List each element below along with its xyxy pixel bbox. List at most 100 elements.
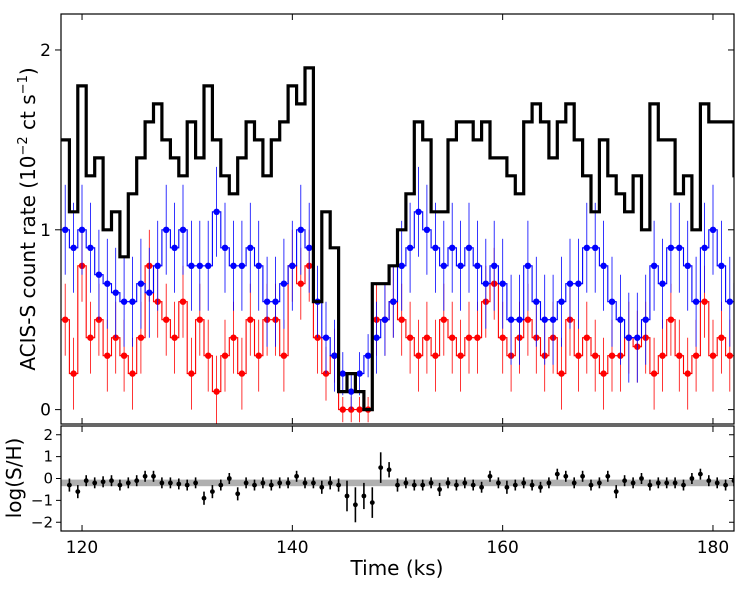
hardness-ratio-point (504, 484, 510, 490)
series-soft-point (549, 316, 557, 323)
hardness-ratio-point (210, 489, 215, 494)
series-soft-point (406, 244, 414, 251)
series-soft (61, 166, 741, 410)
hardness-ratio-point (83, 478, 89, 484)
series-hard-point (196, 316, 203, 323)
hardness-ratio-point (554, 471, 560, 477)
hardness-ratio-point (571, 480, 577, 486)
series-soft-point (415, 208, 422, 215)
hardness-ratio-point (605, 473, 611, 479)
series-hard-point (230, 334, 237, 341)
hardness-ratio-plot-area (61, 452, 745, 523)
hardness-ratio-point (681, 482, 686, 488)
hardness-ratio-point (580, 473, 585, 479)
count-rate-ytick-label: 1 (40, 221, 51, 241)
series-hard-point (432, 352, 439, 359)
hardness-ratio-ytick-label: 2 (43, 426, 53, 444)
series-soft-point (356, 370, 363, 377)
series-soft-point (381, 316, 389, 323)
series-soft-point (449, 244, 456, 251)
ylabel-mid: ct s (16, 94, 40, 136)
series-soft-point (129, 298, 136, 305)
series-soft-point (322, 334, 330, 341)
series-soft-point (289, 262, 296, 269)
series-soft-point (146, 289, 153, 296)
series-hard-point (474, 334, 481, 341)
hardness-ratio-ytick-label: 1 (43, 448, 53, 466)
hardness-ratio-point (479, 484, 484, 490)
series-hard-point (449, 334, 456, 341)
series-hard-point (667, 316, 675, 323)
hardness-ratio-point (369, 500, 375, 505)
hardness-ratio-point (395, 482, 400, 488)
hardness-ratio-point (647, 482, 653, 488)
hardness-ratio-point (252, 482, 257, 488)
series-soft-point (163, 226, 170, 233)
series-soft-point (255, 262, 262, 269)
series-soft-point (701, 244, 708, 251)
series-hard-point (726, 352, 733, 359)
hardness-ratio-point (740, 481, 745, 486)
series-hard-point (676, 352, 683, 359)
series-soft-point (104, 280, 111, 287)
count-rate-panel-frame (60, 13, 735, 425)
series-hard-point (415, 352, 422, 359)
hardness-ratio-point (664, 480, 670, 486)
hardness-ratio-point (672, 480, 678, 486)
hardness-ratio-point (336, 482, 341, 488)
series-soft-point (440, 262, 447, 269)
hardness-ratio-point (639, 476, 644, 481)
series-hard-point (255, 352, 262, 359)
series-soft-point (533, 298, 540, 305)
series-soft-point (205, 262, 212, 269)
series-soft-point (465, 244, 473, 251)
series-soft-point (213, 208, 220, 215)
series-soft-point (583, 244, 590, 251)
hardness-ratio-point (92, 480, 98, 486)
series-hard-point (297, 280, 304, 287)
hardness-ratio-point (294, 473, 299, 479)
series-hard-point (558, 370, 565, 377)
series-hard-point (499, 334, 506, 341)
series-soft-point (331, 352, 338, 359)
series-hard-point (339, 406, 346, 413)
hardness-ratio-point (100, 479, 106, 485)
series-hard-point (709, 352, 717, 359)
series-hard-point (743, 370, 747, 376)
series-soft-point (676, 244, 683, 251)
hardness-ratio-point (403, 480, 409, 486)
ylabel-end: ) (16, 67, 40, 75)
series-hard-point (406, 334, 414, 341)
series-soft-point (238, 262, 246, 269)
series-soft-point (247, 244, 254, 251)
hardness-ratio-point (622, 478, 627, 484)
hardness-ratio-point (125, 480, 131, 486)
hardness-ratio-point (487, 473, 493, 479)
hardness-ratio-point (243, 480, 249, 486)
series-soft-point (659, 280, 666, 287)
series-soft-point (541, 316, 548, 323)
hardness-ratio-point (201, 495, 207, 501)
series-hard-point (659, 352, 666, 359)
series-hard-point (524, 316, 532, 323)
series-soft-point (171, 244, 178, 251)
series-soft-point (608, 298, 616, 305)
hardness-ratio-points (67, 452, 745, 523)
hardness-ratio-point (428, 480, 434, 486)
series-soft-point (432, 244, 439, 251)
ylabel-exponent-1: −2 (16, 136, 31, 155)
series-soft-point (735, 281, 741, 287)
series-soft-point (650, 262, 658, 269)
series-soft-point (70, 244, 77, 251)
series-hard (61, 229, 747, 424)
series-soft-point (667, 244, 675, 251)
series-soft-point (188, 262, 195, 269)
series-soft-point (600, 262, 607, 269)
hardness-ratio-ytick-label: −2 (31, 513, 53, 531)
series-soft-point (221, 244, 229, 251)
hardness-ratio-point (597, 480, 602, 486)
hardness-ratio-point (655, 480, 661, 486)
series-hard-point (87, 334, 94, 341)
ylabel-main: ACIS-S count rate (10 (16, 155, 40, 370)
series-soft-point (154, 262, 161, 269)
